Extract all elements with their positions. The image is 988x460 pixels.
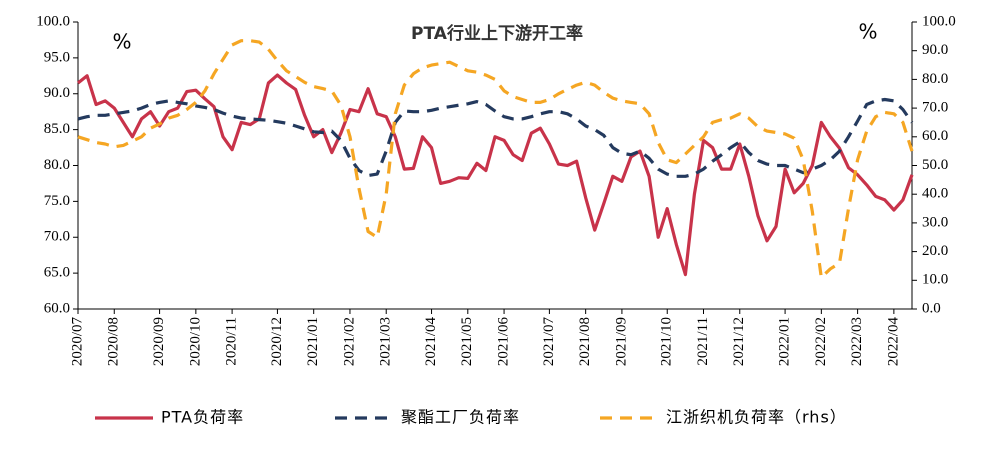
y-tick-label: 70.0: [44, 229, 70, 245]
x-tick-label: 2021/06: [496, 317, 512, 367]
x-tick-label: 2022/02: [813, 317, 829, 366]
x-tick-label: 2020/12: [269, 317, 285, 366]
y-tick-label: 100.0: [36, 13, 70, 29]
x-tick-label: 2021/07: [541, 317, 557, 367]
y2-tick-label: 0.0: [922, 300, 941, 316]
x-tick-label: 2021/11: [695, 317, 711, 366]
x-tick-label: 2021/03: [378, 317, 394, 366]
x-tick-label: 2021/10: [659, 317, 675, 366]
y-tick-label: 60.0: [44, 300, 70, 316]
y-tick-label: 85.0: [44, 121, 70, 137]
y2-tick-label: 20.0: [922, 243, 948, 259]
legend-label: PTA负荷率: [161, 408, 244, 427]
y-tick-label: 95.0: [44, 49, 70, 65]
y2-tick-label: 30.0: [922, 214, 948, 230]
chart-title: PTA行业上下游开工率: [411, 23, 583, 44]
x-tick-label: 2021/04: [423, 317, 439, 367]
y-tick-label: 90.0: [44, 85, 70, 101]
x-tick-label: 2022/04: [885, 317, 901, 367]
y2-tick-label: 40.0: [922, 186, 948, 202]
series-line: [77, 97, 914, 178]
x-tick-label: 2020/08: [106, 317, 122, 366]
right-unit: %: [858, 20, 877, 44]
x-tick-label: 2021/02: [341, 317, 357, 366]
y2-tick-label: 10.0: [922, 272, 948, 288]
y2-tick-label: 80.0: [922, 71, 948, 87]
y-tick-label: 75.0: [44, 193, 70, 209]
x-tick-label: 2021/09: [613, 317, 629, 366]
x-tick-label: 2021/01: [305, 317, 321, 366]
legend-label: 聚酯工厂负荷率: [401, 408, 520, 427]
x-tick-label: 2021/05: [459, 317, 475, 366]
y2-tick-label: 50.0: [922, 157, 948, 173]
y2-tick-label: 100.0: [922, 13, 956, 29]
x-tick-label: 2021/12: [731, 317, 747, 366]
left-unit: %: [112, 30, 131, 54]
y2-tick-label: 70.0: [922, 100, 948, 116]
series-line: [77, 73, 914, 277]
x-tick-label: 2020/10: [187, 317, 203, 366]
x-tick-label: 2020/09: [151, 317, 167, 366]
series-line: [77, 39, 914, 279]
x-tick-label: 2022/01: [777, 317, 793, 366]
x-tick-label: 2020/07: [69, 317, 85, 367]
y2-tick-label: 90.0: [922, 42, 948, 58]
x-tick-label: 2021/08: [577, 317, 593, 366]
x-tick-label: 2020/11: [224, 317, 240, 366]
x-tick-label: 2022/03: [849, 317, 865, 366]
y2-tick-label: 60.0: [922, 128, 948, 144]
legend-label: 江浙织机负荷率（rhs）: [666, 408, 847, 427]
y-tick-label: 65.0: [44, 265, 70, 281]
y-tick-label: 80.0: [44, 157, 70, 173]
